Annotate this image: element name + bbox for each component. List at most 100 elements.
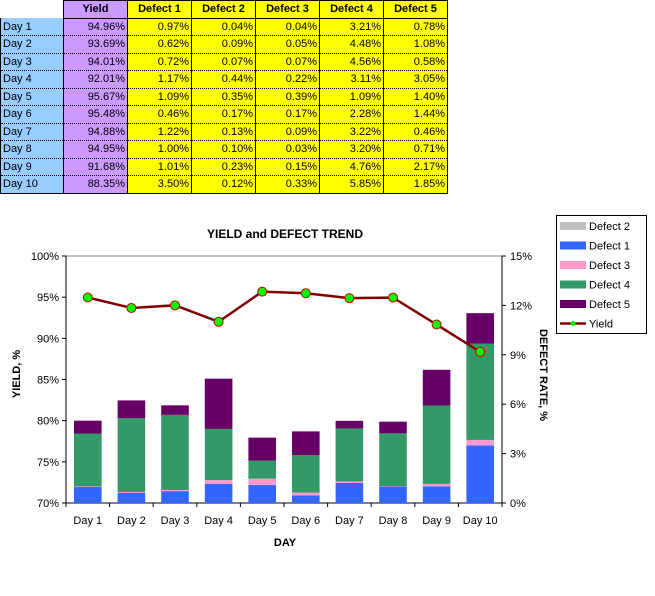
defect-cell: 1.17% [127,70,192,89]
bar-defect-1 [292,495,320,503]
defect-cell: 0.17% [255,105,320,124]
bar-defect-1 [466,445,494,503]
yield-cell: 94.95% [63,140,128,159]
defect-cell: 1.22% [127,123,192,141]
day-cell: Day 4 [0,70,64,89]
day-cell: Day 5 [0,88,64,106]
y-tick-label: 70% [37,498,59,510]
defect-cell: 0.04% [255,18,320,36]
yield-point [300,288,311,299]
legend-label: Yield [589,319,613,331]
bar-defect-3 [161,489,189,492]
bar-defect-1 [335,482,364,503]
yield-line [87,290,481,353]
defect-cell: 0.35% [191,88,256,106]
bar-defect-5 [292,431,320,456]
x-tick-label: Day 2 [117,515,146,527]
defect-cell: 1.40% [383,88,448,106]
y-axis-title: YIELD, % [11,350,23,399]
defect-cell: 2.17% [383,158,448,176]
table-row: Day 1 94.96% 0.97% 0.04% 0.04% 3.21% 0.78% [0,18,448,36]
x-tick-label: Day 3 [161,515,190,527]
bar-defect-3 [335,481,364,483]
yield-cell: 91.68% [63,158,128,176]
day-cell: Day 1 [0,18,64,36]
yield-cell: 93.69% [63,35,128,54]
legend-label: Defect 2 [589,221,630,233]
bar-defect-1 [379,486,407,503]
x-tick-label: Day 9 [422,515,451,527]
header-defect-3: Defect 3 [255,0,320,19]
yield-point [431,319,442,330]
defect-cell: 0.97% [127,18,192,36]
defect-cell: 0.58% [383,53,448,71]
table-row: Day 7 94.88% 1.22% 0.13% 0.09% 3.22% 0.46% [0,123,448,141]
bar-defect-5 [204,378,233,429]
bar-defect-5 [117,400,146,419]
defect-cell: 3.20% [319,140,384,159]
y-tick-label: 75% [37,457,59,469]
x-tick-label: Day 6 [291,515,320,527]
defect-cell: 0.17% [191,105,256,124]
yield-point [126,302,137,313]
bar-defect-5 [248,437,276,461]
y-tick-label: 100% [31,251,59,263]
table-header: Yield Defect 1 Defect 2 Defect 3 Defect … [0,0,448,19]
bar-defect-5 [74,420,102,434]
defect-cell: 0.05% [255,35,320,54]
bar-defect-1 [248,485,276,503]
x-axis-title: DAY [274,537,297,549]
table-row: Day 5 95.67% 1.09% 0.35% 0.39% 1.09% 1.40% [0,88,448,106]
bar-defect-4 [422,405,451,484]
yield-point [344,293,355,304]
header-yield: Yield [63,0,128,19]
day-cell: Day 7 [0,123,64,141]
defect-cell: 0.12% [191,175,256,194]
bar-defect-4 [74,433,102,487]
yield-point [388,292,398,303]
defect-cell: 3.21% [319,18,384,36]
defect-cell: 0.03% [255,140,320,159]
yield-point [82,292,93,303]
bar-defect-4 [117,418,146,492]
day-cell: Day 9 [0,158,64,176]
defect-cell: 0.78% [383,18,448,36]
defect-cell: 3.50% [127,175,192,194]
legend-label: Defect 4 [589,280,630,292]
legend-swatch [560,222,586,230]
yield-cell: 88.35% [63,175,128,194]
defect-cell: 1.09% [319,88,384,106]
y2-tick-label: 3% [510,449,526,461]
legend-swatch-marker [570,321,576,326]
legend-label: Defect 1 [589,241,630,253]
defect-cell: 0.07% [191,53,256,71]
header-defect-2: Defect 2 [191,0,256,19]
bar-defect-3 [466,439,494,446]
defect-cell: 4.48% [319,35,384,54]
day-cell: Day 2 [0,35,64,54]
bar-defect-4 [204,428,233,481]
defect-cell: 0.13% [191,123,256,141]
bar-defect-4 [161,414,189,490]
defect-cell: 1.00% [127,140,192,159]
table-row: Day 2 93.69% 0.62% 0.09% 0.05% 4.48% 1.08% [0,35,448,54]
defect-cell: 1.01% [127,158,192,176]
yield-cell: 94.01% [63,53,128,71]
bar-defect-5 [466,313,494,344]
legend-swatch [560,300,586,308]
day-cell: Day 3 [0,53,64,71]
defect-cell: 5.85% [319,175,384,194]
x-tick-label: Day 5 [248,515,277,527]
defect-cell: 0.44% [191,70,256,89]
y-tick-label: 80% [37,416,59,428]
bar-defect-5 [379,421,407,434]
defect-cell: 0.46% [383,123,448,141]
bar-defect-5 [422,369,451,406]
bar-defect-4 [335,428,364,482]
y2-tick-label: 15% [510,251,532,263]
yield-point [213,316,224,327]
bar-defect-1 [422,486,451,503]
bar-defect-1 [74,487,102,503]
bar-defect-3 [422,483,451,487]
